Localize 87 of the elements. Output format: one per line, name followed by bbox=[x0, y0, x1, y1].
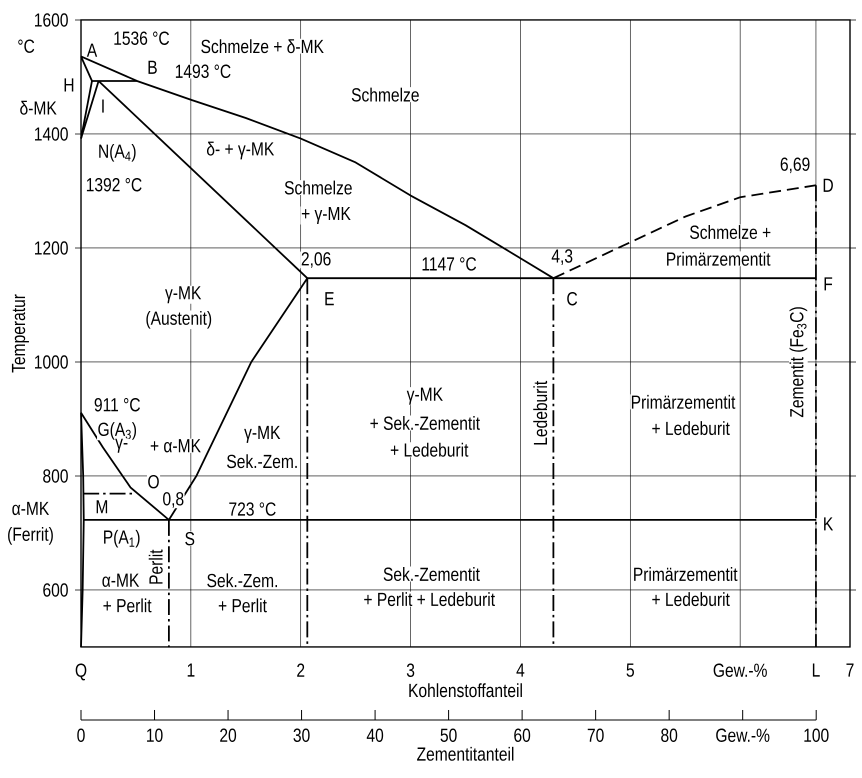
annotation: A bbox=[86, 44, 98, 57]
x2-tick-label: 70 bbox=[588, 728, 604, 742]
annotation: Schmelze + bbox=[690, 225, 770, 239]
annotation: O bbox=[148, 474, 159, 488]
annotation: Sek.-Zementit bbox=[384, 567, 480, 581]
x-tick-label: L bbox=[812, 664, 820, 677]
x-tick-label: 4 bbox=[516, 664, 524, 677]
annotation: E bbox=[325, 292, 334, 306]
annotation: Primärzementit bbox=[634, 567, 738, 581]
annotation: γ-MK bbox=[244, 426, 280, 443]
annotation: Primärzementit bbox=[667, 252, 770, 266]
annotation: B bbox=[148, 60, 157, 74]
annotation: Sek.-Zem. bbox=[207, 573, 277, 588]
annotation: S bbox=[185, 532, 194, 546]
text: α-MK bbox=[12, 502, 50, 516]
y-tick-label: 800 bbox=[43, 469, 68, 483]
annotation: + Perlit bbox=[218, 598, 267, 612]
x-tick-label: 7 bbox=[846, 664, 854, 677]
annotation: Schmelze bbox=[284, 180, 352, 195]
annotation: Zementit (Fe$_{3}$C) bbox=[790, 307, 808, 418]
x-tick-label: 2 bbox=[297, 664, 304, 677]
annotation: + Perlit bbox=[103, 598, 152, 612]
x-tick-label: 3 bbox=[406, 664, 414, 677]
y-tick-label: 1200 bbox=[35, 241, 68, 255]
annotation: P(A$_{1}$) bbox=[104, 530, 140, 548]
annotation: D bbox=[824, 178, 833, 192]
text: (Ferrit) bbox=[8, 526, 53, 545]
annotation: I bbox=[102, 100, 104, 113]
x2-axis-title: Zementitanteil bbox=[417, 746, 514, 761]
annotation: 911 °C bbox=[94, 398, 140, 412]
annotation: + Ledeburit bbox=[390, 442, 468, 457]
annotation: 723 °C bbox=[229, 502, 276, 516]
x2-tick-label: 40 bbox=[366, 728, 384, 742]
x2-tick-label: 60 bbox=[514, 728, 530, 742]
annotation: + α-MK bbox=[150, 439, 201, 452]
annotation: Perlit bbox=[148, 550, 163, 584]
annotation: 1493 °C bbox=[176, 64, 231, 78]
annotation: + Ledeburit bbox=[652, 592, 730, 606]
annotation: M bbox=[96, 500, 108, 514]
annotation: Sek.-Zem. bbox=[227, 454, 297, 468]
x-tick-label: Gew.-% bbox=[714, 664, 767, 677]
y-tick-label: 1600 bbox=[35, 13, 68, 27]
y-tick-label: 1400 bbox=[35, 127, 68, 141]
y-tick-label: 1000 bbox=[35, 355, 68, 369]
annotation: 1536 °C bbox=[114, 31, 170, 45]
annotation: Schmelze + δ-MK bbox=[201, 39, 324, 54]
annotation: + γ-MK bbox=[302, 206, 351, 224]
x-tick-label: 1 bbox=[188, 664, 194, 677]
x2-tick-label: Gew.-% bbox=[716, 728, 770, 742]
annotation: 2,06 bbox=[302, 252, 331, 268]
x2-tick-label: 100 bbox=[804, 728, 829, 742]
annotation: 0,8 bbox=[163, 492, 184, 508]
annotation: + Sek.-Zementit bbox=[370, 416, 480, 430]
annotation: 1147 °C bbox=[422, 257, 476, 271]
y-tick-label: 600 bbox=[43, 583, 68, 597]
annotation: N(A$_{4}$) bbox=[99, 144, 136, 162]
x2-tick-label: 10 bbox=[147, 728, 163, 742]
annotation: G(A$_{3}$) bbox=[98, 422, 136, 440]
annotation: K bbox=[824, 517, 834, 530]
annotation: γ-MK bbox=[165, 286, 202, 304]
annotation: γ-MK bbox=[406, 388, 443, 405]
annotation: Primärzementit bbox=[632, 394, 736, 409]
x2-tick-label: 30 bbox=[293, 728, 310, 742]
annotation: + Perlit + Ledeburit bbox=[364, 592, 495, 606]
x2-tick-label: 50 bbox=[440, 728, 457, 742]
text: H bbox=[64, 78, 74, 92]
x2-tick-label: 20 bbox=[220, 728, 236, 742]
annotation: Ledeburit bbox=[533, 380, 548, 444]
annotation: 6,69 bbox=[780, 157, 810, 174]
x2-tick-label: 0 bbox=[77, 728, 85, 742]
annotation: α-MK bbox=[102, 574, 140, 587]
annotation: + Ledeburit bbox=[652, 421, 730, 436]
x2-tick-label: 80 bbox=[661, 728, 678, 742]
annotation: C bbox=[567, 292, 578, 306]
annotation: F bbox=[824, 277, 832, 290]
text: δ-MK bbox=[20, 100, 57, 115]
annotation: Schmelze bbox=[352, 88, 419, 102]
annotation: γ- bbox=[115, 438, 128, 453]
annotation: δ- + γ-MK bbox=[206, 142, 274, 160]
annotation: 4,3 bbox=[552, 249, 572, 265]
y-axis-title: Temperatur bbox=[12, 294, 29, 373]
x-tick-label: Q bbox=[76, 664, 86, 680]
x-axis-title: Kohlenstoffanteil bbox=[409, 683, 522, 698]
annotation: (Austenit) bbox=[146, 310, 212, 329]
x-tick-label: 5 bbox=[626, 664, 634, 677]
annotation: 1392 °C bbox=[86, 178, 142, 192]
text: °C bbox=[18, 39, 34, 53]
